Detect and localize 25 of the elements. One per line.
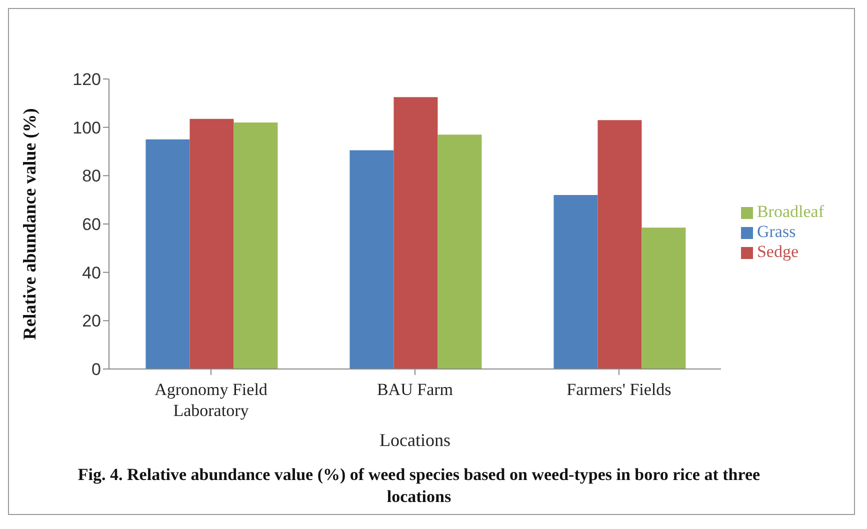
bar — [598, 120, 642, 369]
y-tick-label: 60 — [82, 215, 101, 234]
bar — [234, 122, 278, 369]
x-tick-label: Agronomy Field Laboratory — [154, 380, 268, 420]
x-tick-label: BAU Farm — [376, 380, 453, 399]
bar — [438, 134, 482, 369]
y-tick-label: 100 — [72, 118, 101, 138]
legend-label: Broadleaf — [756, 202, 824, 220]
y-tick-label: 20 — [82, 312, 101, 331]
y-tick-label: 80 — [82, 166, 101, 186]
bar — [642, 228, 686, 369]
legend-label: Grass — [756, 222, 796, 240]
bar — [146, 139, 190, 369]
y-tick-label: 120 — [72, 70, 101, 90]
bar — [554, 195, 598, 369]
caption: Fig. 4. Relative abundance value (%) of weed species based on weed-types in boro rice at three locations — [76, 464, 762, 508]
bar — [190, 118, 234, 369]
bar — [394, 97, 438, 369]
y-axis-title: Relative abundance value (%) — [19, 108, 40, 340]
legend-label: Sedge — [756, 242, 799, 260]
x-axis-title: Locations — [379, 430, 450, 450]
y-tick-label: 40 — [82, 263, 101, 282]
y-tick-label: 0 — [92, 360, 101, 380]
bar — [350, 150, 394, 369]
x-tick-label: Farmers' Fields — [566, 380, 672, 399]
